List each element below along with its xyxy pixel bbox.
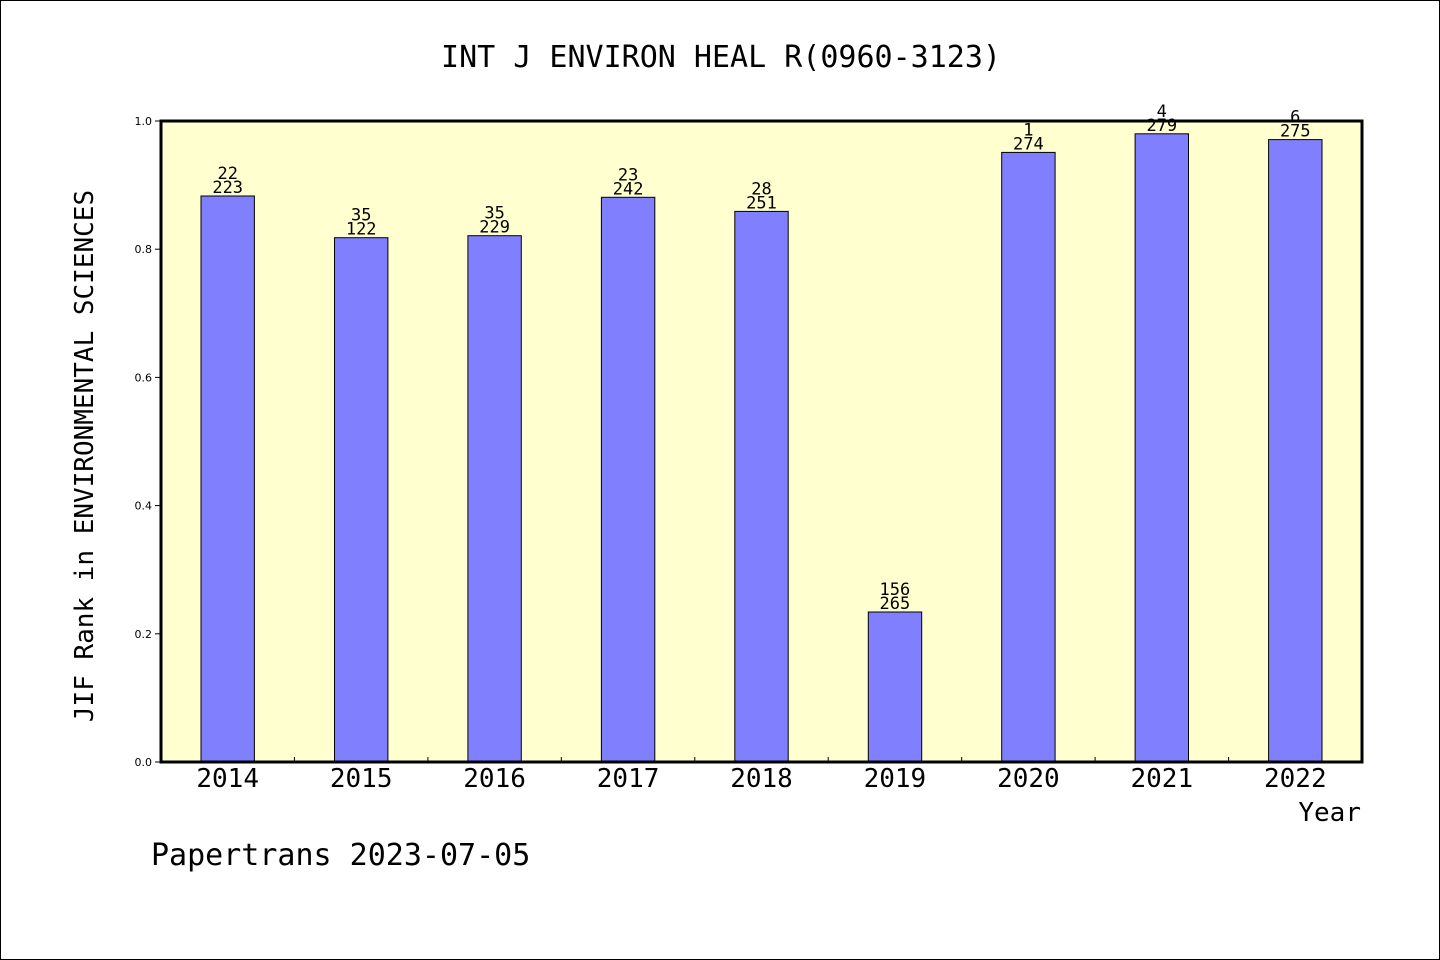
bar-2017 — [600, 196, 656, 763]
y-axis-label: JIF Rank in ENVIRONMENTAL SCIENCES — [70, 190, 100, 722]
y-tick-label-1.0: 1.0 — [135, 115, 153, 128]
x-axis-label: Year — [1298, 798, 1361, 828]
x-tick-label-2015: 2015 — [330, 764, 393, 794]
bar-2014 — [200, 195, 255, 763]
data-label-total-2021: 279 — [1146, 116, 1177, 136]
data-label-total-2017: 242 — [613, 179, 644, 199]
x-axis: 2014 2015 2016 2017 2018 2019 2020 2021 2022 — [196, 757, 1327, 794]
y-tick-label-0.8: 0.8 — [135, 243, 153, 256]
data-label-total-2016: 229 — [479, 218, 510, 238]
data-label-total-2015: 122 — [346, 220, 377, 240]
x-tick-label-2019: 2019 — [864, 764, 927, 794]
x-tick-label-2014: 2014 — [196, 764, 259, 794]
y-tick-label-0.4: 0.4 — [135, 500, 153, 513]
y-axis: 0.0 0.2 0.4 0.6 0.8 1.0 — [135, 115, 161, 769]
data-label-rank-2014: 22 — [217, 164, 237, 184]
data-label-rank-2017: 23 — [618, 165, 638, 185]
data-label-rank-2022: 6 — [1290, 108, 1300, 128]
data-label-total-2020: 274 — [1013, 134, 1044, 154]
bars-layer — [200, 133, 1323, 763]
x-tick-label-2021: 2021 — [1130, 764, 1193, 794]
data-label-rank-2020: 1 — [1023, 120, 1033, 140]
bar-2015 — [334, 237, 389, 763]
bar-2021 — [1134, 133, 1189, 763]
data-label-rank-2015: 35 — [351, 206, 371, 226]
x-tick-label-2017: 2017 — [597, 764, 660, 794]
bar-2020 — [1001, 151, 1056, 763]
y-tick-label-0.6: 0.6 — [135, 371, 153, 384]
bar-2016 — [467, 235, 522, 763]
x-tick-label-2018: 2018 — [730, 764, 793, 794]
data-label-total-2019: 265 — [880, 594, 911, 614]
x-tick-label-2020: 2020 — [997, 764, 1060, 794]
data-label-total-2022: 275 — [1280, 122, 1311, 142]
bar-2022 — [1268, 139, 1323, 763]
bar-2018 — [734, 210, 789, 763]
data-label-rank-2016: 35 — [484, 204, 504, 224]
chart-title: INT J ENVIRON HEAL R(0960-3123) — [441, 40, 1001, 75]
data-label-rank-2019: 156 — [880, 580, 911, 600]
data-label-total-2018: 251 — [746, 193, 777, 213]
bar-2019 — [867, 611, 923, 763]
data-label-total-2014: 223 — [212, 178, 243, 198]
footer-stamp: Papertrans 2023-07-05 — [151, 838, 530, 873]
data-label-rank-2021: 4 — [1157, 102, 1167, 122]
data-label-rank-2018: 28 — [751, 179, 771, 199]
plot-border — [159, 119, 1364, 764]
x-tick-label-2016: 2016 — [463, 764, 526, 794]
y-tick-label-0.2: 0.2 — [135, 628, 153, 641]
x-tick-label-2022: 2022 — [1264, 764, 1327, 794]
y-tick-label-0.0: 0.0 — [135, 756, 153, 769]
